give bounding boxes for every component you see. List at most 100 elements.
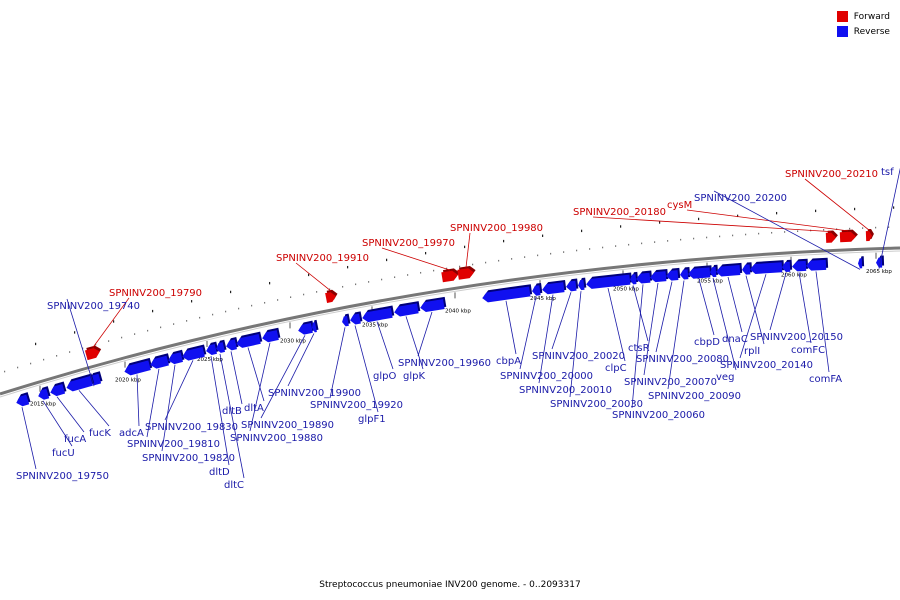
leader-line bbox=[376, 321, 394, 370]
gene-label: SPNINV200_19810 bbox=[127, 439, 220, 450]
gene-arrow bbox=[262, 327, 281, 343]
gene-label: comFA bbox=[809, 374, 842, 385]
leader-line bbox=[505, 300, 517, 355]
orf-dot bbox=[459, 265, 461, 268]
gene-arrow-body bbox=[50, 383, 66, 397]
orf-dot bbox=[797, 230, 799, 233]
scale-tick-label: 2040 kbp bbox=[445, 308, 471, 314]
orf-dot bbox=[693, 237, 695, 240]
leader-line bbox=[260, 335, 306, 419]
orf-dot bbox=[277, 299, 279, 301]
legend-reverse-label: Reverse bbox=[853, 26, 890, 37]
gene-arrow-body bbox=[262, 330, 279, 343]
gene-label: adcA bbox=[119, 428, 144, 439]
orf-dot bbox=[212, 313, 214, 316]
leader-line bbox=[164, 360, 194, 421]
gene-arrow-body bbox=[710, 266, 717, 278]
leader-line bbox=[667, 280, 685, 390]
gene-arrow-body bbox=[666, 270, 679, 281]
orf-dot bbox=[17, 366, 19, 369]
orf-dot bbox=[893, 206, 895, 209]
gene-label: comFC bbox=[791, 345, 825, 356]
orf-dot bbox=[706, 236, 708, 239]
gene-label: cbpD bbox=[694, 337, 720, 348]
gene-label: cbpA bbox=[496, 356, 521, 367]
orf-dot bbox=[113, 320, 115, 323]
orf-dot bbox=[641, 242, 643, 245]
leader-line bbox=[592, 216, 832, 233]
orf-dot bbox=[147, 329, 149, 332]
gene-arrow-body bbox=[16, 394, 30, 407]
gene-label: SPNINV200_20060 bbox=[612, 410, 705, 421]
orf-dot bbox=[589, 248, 591, 250]
orf-dot bbox=[368, 281, 370, 283]
gene-arrow-body bbox=[124, 360, 151, 376]
gene-arrow bbox=[566, 278, 579, 292]
gene-label: fucA bbox=[64, 434, 86, 445]
gene-label: fucK bbox=[89, 428, 111, 439]
gene-arrow bbox=[150, 353, 171, 369]
gene-arrow-body bbox=[66, 376, 93, 392]
gene-arrow bbox=[742, 262, 753, 275]
orf-dot bbox=[862, 227, 864, 229]
orf-dot bbox=[386, 258, 388, 262]
gene-arrow-body bbox=[782, 261, 791, 273]
orf-dot bbox=[160, 326, 162, 329]
gene-arrow bbox=[206, 341, 219, 356]
gene-arrow-body bbox=[342, 315, 349, 327]
gene-label: SPNINV200_19830 bbox=[145, 422, 238, 433]
leader-line bbox=[21, 407, 37, 470]
leader-line bbox=[66, 298, 95, 387]
orf-dot bbox=[342, 285, 344, 288]
legend-forward-label: Forward bbox=[853, 11, 890, 22]
orf-dot bbox=[620, 225, 622, 228]
orf-dot bbox=[472, 263, 474, 266]
leader-line bbox=[161, 364, 176, 452]
gene-arrow-body bbox=[750, 262, 783, 274]
gene-label: SPNINV200_20210 bbox=[785, 169, 878, 180]
gene-arrow-body bbox=[298, 323, 313, 335]
forward-swatch bbox=[836, 11, 848, 22]
gene-label: SPNINV200_20150 bbox=[750, 332, 843, 343]
leader-line bbox=[210, 355, 230, 466]
gene-label: SPNINV200_20020 bbox=[532, 351, 625, 362]
gene-arrow-body bbox=[84, 348, 100, 361]
orf-dot bbox=[186, 320, 188, 322]
orf-dot bbox=[503, 239, 505, 243]
leader-line bbox=[92, 297, 130, 348]
orf-dot bbox=[854, 207, 856, 211]
leader-line bbox=[538, 294, 554, 384]
orf-dot bbox=[815, 209, 817, 213]
orf-dot bbox=[446, 267, 448, 270]
orf-dot bbox=[776, 211, 778, 215]
gene-arrow-body bbox=[182, 346, 205, 361]
orf-dot bbox=[425, 251, 427, 255]
orf-dot bbox=[316, 291, 318, 293]
scale-tick-label: 2045 kbp bbox=[530, 296, 556, 302]
gene-label: dltA bbox=[244, 403, 264, 414]
gene-arrow bbox=[182, 344, 207, 361]
gene-arrow-body bbox=[532, 285, 541, 296]
leader-line bbox=[219, 353, 245, 479]
gene-arrow bbox=[806, 257, 829, 271]
gene-arrow-body bbox=[325, 292, 336, 303]
gene-arrow bbox=[66, 373, 95, 392]
genome-caption: Streptococcus pneumoniae INV200 genome. … bbox=[319, 580, 581, 590]
gene-arrow bbox=[84, 345, 102, 361]
gene-arrow bbox=[38, 386, 51, 400]
gene-arrow bbox=[394, 301, 421, 317]
gene-labels: SPNINV200_19740 SPNINV200_19750 fucU fucAfu… bbox=[16, 167, 894, 491]
orf-dot bbox=[56, 355, 58, 357]
orf-dot bbox=[628, 243, 630, 246]
orf-dot bbox=[464, 245, 466, 249]
gene-label: SPNINV200_20000 bbox=[500, 371, 593, 382]
legend-forward: Forward bbox=[836, 9, 890, 24]
orf-dot bbox=[308, 273, 310, 277]
leader-line bbox=[417, 311, 433, 357]
gene-label: SPNINV200_19910 bbox=[276, 253, 369, 264]
gene-arrow-body bbox=[742, 264, 751, 275]
leader-line bbox=[798, 272, 812, 344]
gene-arrow-body bbox=[792, 260, 807, 272]
gene-arrow-body bbox=[457, 268, 474, 280]
